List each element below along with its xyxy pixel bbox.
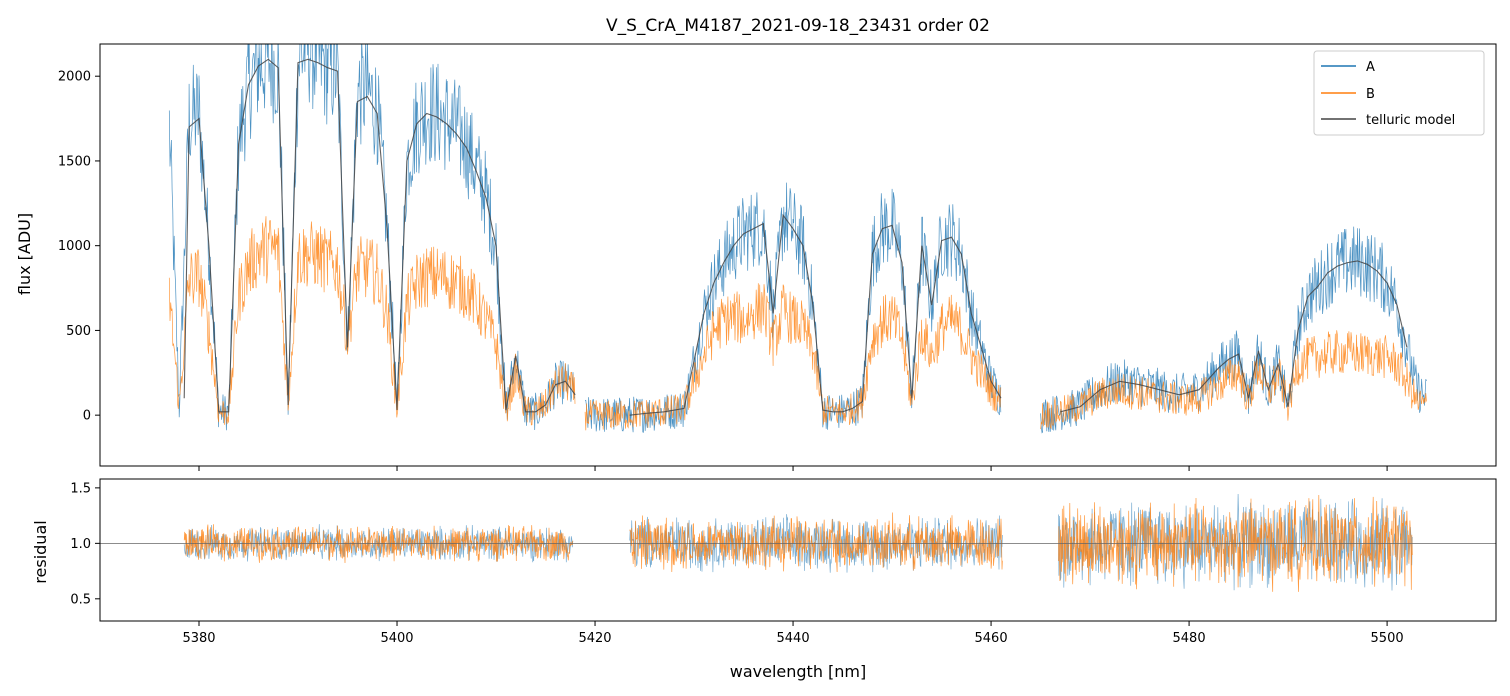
x-tick-label: 5440 xyxy=(777,631,810,646)
x-tick-label: 5480 xyxy=(1173,631,1206,646)
x-tick-label: 5500 xyxy=(1371,631,1404,646)
residual-b-line xyxy=(629,512,1003,573)
flux-panel-frame xyxy=(99,43,1497,467)
series-telluric-model-line xyxy=(1060,260,1408,413)
y-tick-label: 2000 xyxy=(58,70,91,85)
legend-label-A: A xyxy=(1366,60,1375,75)
flux-panel: 0 500 1000 1500 2000 xyxy=(58,43,1497,471)
y-tick-label: 1500 xyxy=(58,154,91,169)
chart-title: V_S_CrA_M4187_2021-09-18_23431 order 02 xyxy=(606,16,990,36)
y-tick-label: 500 xyxy=(66,324,91,339)
residual-axis-label: residual xyxy=(31,520,50,583)
residual-panel: 5380 5400 5420 5440 5460 5480 5500 0.5 1.0 1.5 xyxy=(70,478,1497,646)
series-b-line xyxy=(168,216,576,426)
series-a-line xyxy=(585,182,1002,433)
series-telluric-model-line xyxy=(629,213,1002,416)
wavelength-axis-label: wavelength [nm] xyxy=(730,662,867,681)
y-tick-label: 0.5 xyxy=(70,592,91,607)
legend-label-telluric: telluric model xyxy=(1366,113,1455,128)
residual-b-line xyxy=(183,524,574,564)
y-tick-label: 0 xyxy=(83,409,91,424)
series-telluric-model-line xyxy=(183,58,576,413)
y-tick-label: 1000 xyxy=(58,239,91,254)
x-tick-label: 5400 xyxy=(380,631,413,646)
x-tick-label: 5460 xyxy=(975,631,1008,646)
x-tick-label: 5380 xyxy=(182,631,215,646)
legend: A B telluric model xyxy=(1313,50,1485,136)
y-tick-label: 1.0 xyxy=(70,537,91,552)
series-b-line xyxy=(584,283,1002,431)
residual-panel-frame xyxy=(99,478,1497,622)
x-tick-label: 5420 xyxy=(578,631,611,646)
flux-axis-label: flux [ADU] xyxy=(15,213,34,295)
series-b-line xyxy=(1040,330,1427,430)
y-tick-label: 1.5 xyxy=(70,481,91,496)
legend-label-B: B xyxy=(1366,87,1375,102)
